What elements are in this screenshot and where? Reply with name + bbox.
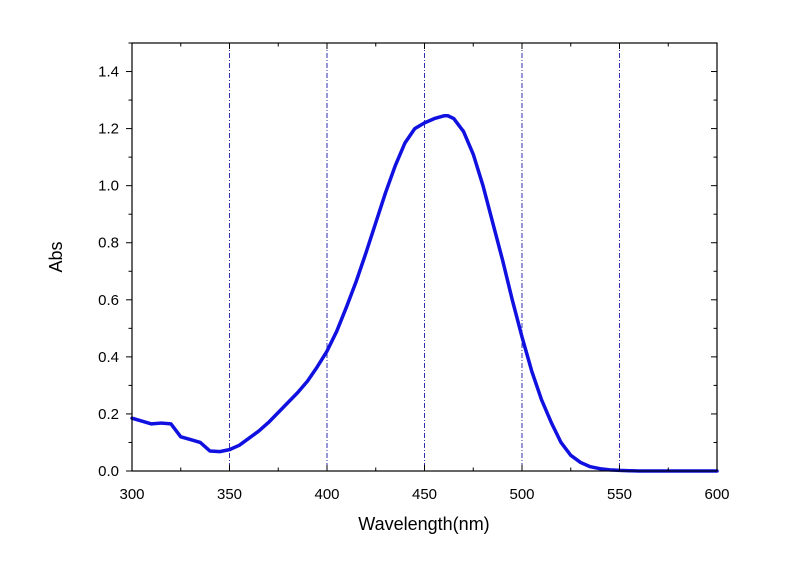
x-axis-title: Wavelength(nm)	[358, 514, 489, 534]
y-tick-label: 0.8	[98, 235, 119, 252]
x-tick-label: 400	[314, 486, 339, 503]
x-tick-label: 500	[509, 486, 534, 503]
y-tick-label: 1.2	[98, 121, 119, 138]
y-tick-label: 1.0	[98, 178, 119, 195]
x-tick-label: 600	[704, 486, 729, 503]
series-line-0	[130, 114, 719, 473]
grid-lines	[229, 43, 620, 471]
y-axis-title: Abs	[46, 241, 66, 272]
y-tick-label: 0.4	[98, 349, 119, 366]
tick-labels: 300 350 400 450 500 550 600 0.0 0.2 0.4 0.6 0.8 1.0 1…	[98, 64, 729, 503]
y-tick-label: 0.2	[98, 406, 119, 423]
x-tick-label: 550	[607, 486, 632, 503]
axes	[126, 42, 718, 472]
series-layer	[130, 114, 719, 473]
y-tick-label: 0.6	[98, 292, 119, 309]
x-tick-label: 350	[217, 486, 242, 503]
y-tick-label: 1.4	[98, 64, 119, 81]
x-tick-label: 300	[119, 486, 144, 503]
y-tick-label: 0.0	[98, 463, 119, 480]
x-tick-label: 450	[412, 486, 437, 503]
